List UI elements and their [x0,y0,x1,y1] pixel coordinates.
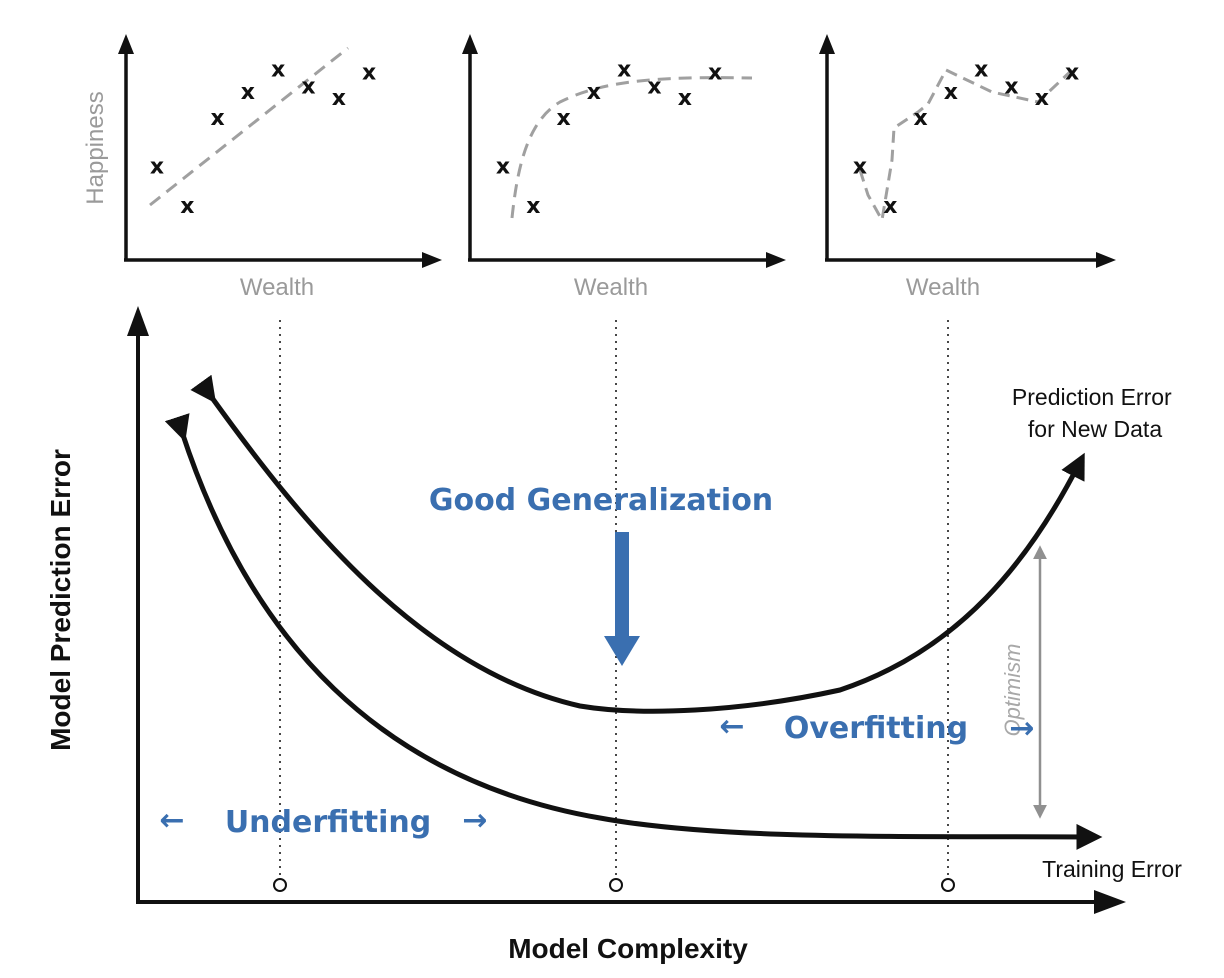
panel-1-y-arrow [118,34,134,54]
underfitting-left-arrow: ← [159,803,184,838]
panel-1-point-7: x [332,86,346,111]
panel-1-y-label: Happiness [82,91,109,204]
panel-3-point-2: x [883,194,897,219]
panel-2-x-label: Wealth [574,274,648,301]
main-axes: Model Prediction Error Model Complexity [45,306,1126,964]
panel-2-point-7: x [678,86,692,111]
panel-3-point-6: x [1004,75,1018,100]
panel-2-point-6: x [647,75,661,100]
panel-3-x-label: Wealth [906,274,980,301]
panel-3-point-5: x [974,57,988,82]
panel-3-point-4: x [944,80,958,105]
test-error-label-line2: for New Data [1028,416,1162,442]
panel-2-smooth-fit [510,76,753,219]
panel-1-point-3: x [210,106,224,131]
guide-marker-overfit [941,878,955,892]
panel-3-point-3: x [913,106,927,131]
test-error-label: Prediction Error for New Data [1012,384,1178,442]
panel-3-point-8: x [1065,60,1079,85]
main-y-arrow [127,306,149,336]
panel-3-interpolating-fit [858,68,1074,225]
main-y-title: Model Prediction Error [45,449,76,751]
panel-2-point-3: x [556,106,570,131]
panel-3-x-arrow [1096,252,1116,268]
guide-marker-underfit [273,878,287,892]
training-error-label: Training Error [1042,856,1182,882]
panel-1-point-6: x [301,75,315,100]
optimism-label: Optimism [1000,644,1025,737]
overfitting-right-arrow: → [1009,711,1034,746]
panel-1-point-5: x [271,57,285,82]
panel-1-point-2: x [180,194,194,219]
panel-2-point-5: x [617,57,631,82]
panel-2-point-2: x [526,194,540,219]
training-error-curve [164,413,1103,850]
panel-1-x-arrow [422,252,442,268]
overfitting-left-arrow: ← [719,709,744,744]
main-x-title: Model Complexity [508,933,748,964]
panel-1-point-4: x [241,80,255,105]
panel-3-point-7: x [1035,86,1049,111]
panel-2-point-1: x [496,154,510,179]
panel-1-point-1: x [150,154,164,179]
panel-2-x-arrow [766,252,786,268]
test-error-label-line1: Prediction Error [1012,384,1172,410]
panel-2-y-arrow [462,34,478,54]
underfitting-label: Underfitting [225,805,431,840]
good-generalization-label: Good Generalization [429,483,773,518]
main-x-arrow [1094,890,1126,914]
guide-marker-good [609,878,623,892]
panel-2-point-4: x [587,80,601,105]
underfitting-right-arrow: → [462,803,487,838]
overfitting-label: Overfitting [784,711,968,746]
panel-3-point-1: x [853,154,867,179]
good-generalization-arrow-shaft [615,532,629,640]
panel-1-point-8: x [362,60,376,85]
panel-1-linear-fit [149,46,349,207]
panel-1-x-label: Wealth [240,274,314,301]
panel-3-y-arrow [819,34,835,54]
good-generalization-arrow-head [604,636,640,666]
test-error-curve [190,374,1085,714]
panel-2-point-8: x [708,60,722,85]
